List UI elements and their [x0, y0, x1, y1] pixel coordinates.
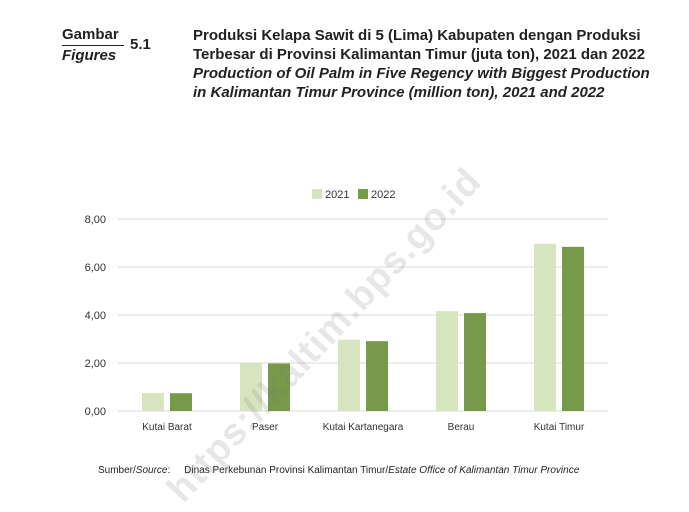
x-tick-label: Kutai Timur [534, 422, 585, 433]
figure-label: Gambar Figures [62, 26, 124, 65]
bar-2022 [464, 313, 486, 411]
source-colon: : [167, 465, 171, 476]
figure-title: Produksi Kelapa Sawit di 5 (Lima) Kabupa… [193, 26, 663, 102]
bar-2021 [240, 362, 262, 411]
y-tick-label: 2,00 [85, 358, 106, 370]
bar-2022 [366, 341, 388, 411]
title-indonesian: Produksi Kelapa Sawit di 5 (Lima) Kabupa… [193, 27, 646, 63]
x-tick-label: Paser [252, 422, 279, 433]
source-note: Sumber/Source: Dinas Perkebunan Provinsi… [98, 465, 579, 476]
bar-2021 [436, 311, 458, 411]
y-tick-label: 6,00 [85, 262, 106, 274]
x-tick-label: Kutai Barat [142, 422, 192, 433]
source-label-id: Sumber/ [98, 465, 136, 476]
source-text-id: Dinas Perkebunan Provinsi Kalimantan Tim… [184, 465, 389, 476]
legend-swatch [358, 189, 368, 199]
figure-number: 5.1 [130, 36, 151, 53]
legend-label: 2021 [325, 189, 349, 201]
y-tick-label: 8,00 [85, 214, 106, 226]
bar-2022 [562, 246, 584, 411]
bar-2021 [142, 393, 164, 411]
y-tick-label: 4,00 [85, 310, 106, 322]
bar-2022 [170, 393, 192, 411]
source-label-en: Source [135, 465, 168, 476]
figure-label-id: Gambar [62, 26, 124, 46]
y-tick-label: 0,00 [85, 406, 106, 418]
legend-swatch [312, 189, 322, 199]
x-tick-label: Berau [448, 422, 475, 433]
source-text-en: Estate Office of Kalimantan Timur Provin… [388, 465, 580, 476]
bar-2021 [338, 339, 360, 411]
bar-2021 [534, 243, 556, 411]
title-english: Production of Oil Palm in Five Regency w… [193, 65, 650, 101]
x-tick-label: Kutai Kartanegara [323, 422, 404, 433]
legend-label: 2022 [371, 189, 395, 201]
bar-2022 [268, 363, 290, 411]
figure-label-en: Figures [62, 47, 117, 64]
